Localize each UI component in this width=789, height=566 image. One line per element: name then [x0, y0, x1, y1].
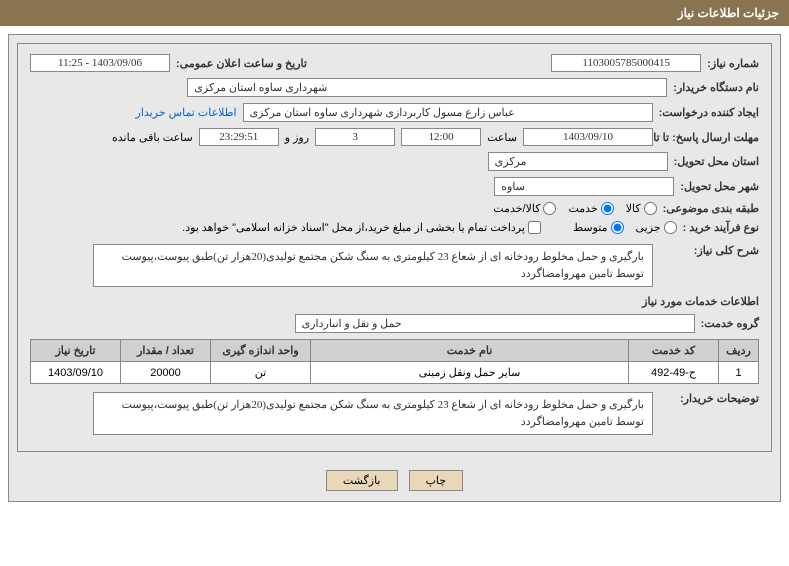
th-qty: تعداد / مقدار: [121, 340, 211, 362]
need-number-field: 1103005785000415: [551, 54, 701, 72]
need-number-label: شماره نیاز:: [707, 57, 759, 70]
service-group-field: حمل و نقل و انبارداری: [295, 314, 695, 333]
deadline-label: مهلت ارسال پاسخ: تا تاریخ:: [659, 131, 759, 144]
back-button[interactable]: بازگشت: [326, 470, 398, 491]
delivery-city-label: شهر محل تحویل:: [680, 180, 759, 193]
delivery-province-field: مرکزی: [488, 152, 668, 171]
details-frame: شماره نیاز: 1103005785000415 تاریخ و ساع…: [17, 43, 772, 452]
deadline-date-field: 1403/09/10: [523, 128, 653, 146]
treasury-checkbox[interactable]: پرداخت تمام یا بخشی از مبلغ خرید،از محل …: [182, 221, 541, 234]
page-title-bar: جزئیات اطلاعات نیاز: [0, 0, 789, 26]
radio-service[interactable]: خدمت: [568, 202, 613, 215]
delivery-city-field: ساوه: [494, 177, 674, 196]
need-desc-label: شرح کلی نیاز:: [659, 244, 759, 257]
buyer-org-label: نام دستگاه خریدار:: [673, 81, 759, 94]
service-group-label: گروه خدمت:: [701, 317, 759, 330]
radio-medium[interactable]: متوسط: [573, 221, 624, 234]
buyer-notes-label: توضیحات خریدار:: [659, 392, 759, 405]
services-table: ردیف کد خدمت نام خدمت واحد اندازه گیری ت…: [30, 339, 759, 384]
requester-field: عباس زارع مسول کاربردازی شهرداری ساوه اس…: [243, 103, 653, 122]
days-value-field: 3: [315, 128, 395, 146]
th-name: نام خدمت: [311, 340, 629, 362]
buyer-notes-box: بارگیری و حمل مخلوط رودخانه ای از شعاع 2…: [93, 392, 653, 435]
category-label: طبقه بندی موضوعی:: [663, 202, 759, 215]
purchase-type-label: نوع فرآیند خرید :: [683, 221, 759, 234]
th-row: ردیف: [719, 340, 759, 362]
table-row: 1 ح-49-492 سایر حمل ونقل زمینی تن 20000 …: [31, 362, 759, 384]
radio-goods[interactable]: کالا: [626, 202, 657, 215]
page-title: جزئیات اطلاعات نیاز: [678, 6, 779, 20]
requester-label: ایجاد کننده درخواست:: [659, 106, 759, 119]
buyer-org-field: شهرداری ساوه استان مرکزی: [187, 78, 667, 97]
radio-goods-service[interactable]: کالا/خدمت: [493, 202, 556, 215]
announce-date-label: تاریخ و ساعت اعلان عمومی:: [176, 57, 307, 70]
th-code: کد خدمت: [629, 340, 719, 362]
th-unit: واحد اندازه گیری: [211, 340, 311, 362]
time-label: ساعت: [487, 131, 517, 144]
radio-minor[interactable]: جزیی: [636, 221, 677, 234]
contact-link[interactable]: اطلاعات تماس خریدار: [136, 106, 237, 119]
need-desc-box: بارگیری و حمل مخلوط رودخانه ای از شعاع 2…: [93, 244, 653, 287]
announce-date-field: 1403/09/06 - 11:25: [30, 54, 170, 72]
services-section-title: اطلاعات خدمات مورد نیاز: [30, 295, 759, 308]
th-date: تاریخ نیاز: [31, 340, 121, 362]
remaining-time-field: 23:29:51: [199, 128, 279, 146]
days-and-label: روز و: [285, 131, 309, 144]
deadline-time-field: 12:00: [401, 128, 481, 146]
remaining-label: ساعت باقی مانده: [112, 131, 193, 144]
delivery-province-label: استان محل تحویل:: [674, 155, 759, 168]
print-button[interactable]: چاپ: [409, 470, 464, 491]
main-frame: شماره نیاز: 1103005785000415 تاریخ و ساع…: [8, 34, 781, 502]
